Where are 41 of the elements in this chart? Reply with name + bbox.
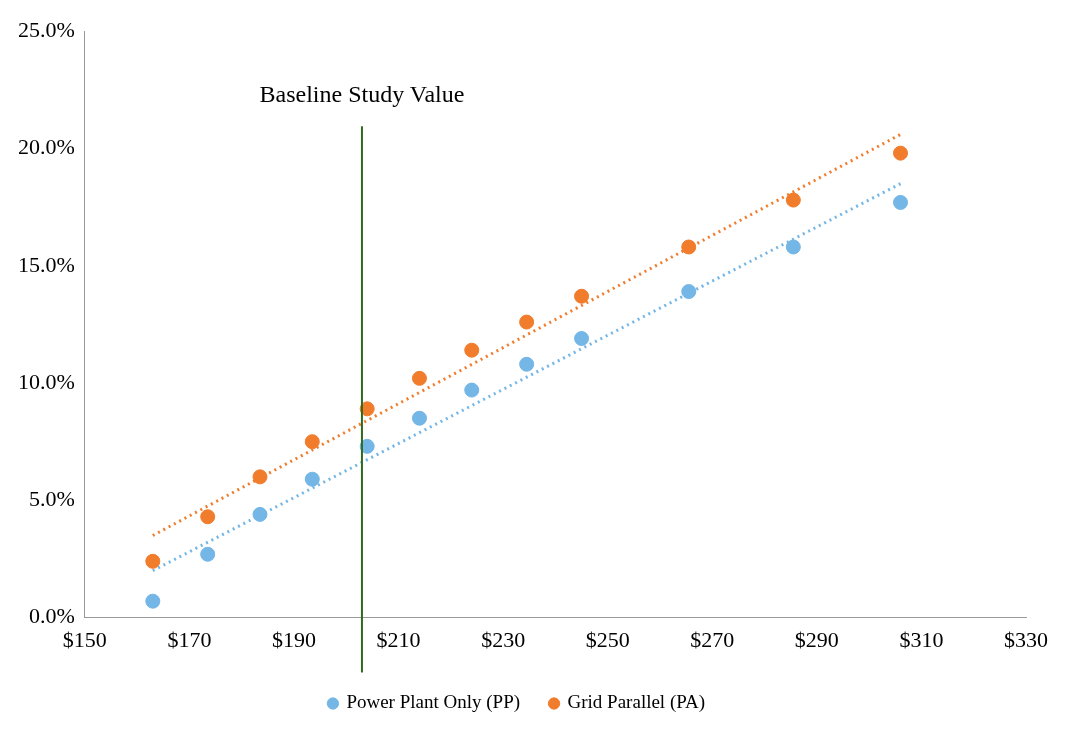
y-tick-label: 25.0% bbox=[18, 16, 75, 42]
point bbox=[411, 370, 427, 386]
point bbox=[464, 382, 480, 398]
point bbox=[252, 469, 268, 485]
x-tick-label: $230 bbox=[481, 626, 526, 652]
point bbox=[145, 593, 161, 609]
point bbox=[681, 239, 697, 255]
point bbox=[411, 410, 427, 426]
legend-label: Grid Parallel (PA) bbox=[567, 691, 706, 714]
point bbox=[252, 506, 268, 522]
x-tick-label: $210 bbox=[376, 626, 421, 652]
x-tick-label: $190 bbox=[271, 626, 316, 652]
y-tick-label: 10.0% bbox=[18, 368, 75, 394]
point bbox=[574, 288, 590, 304]
x-tick-label: $250 bbox=[585, 626, 630, 652]
point bbox=[519, 314, 535, 330]
point bbox=[785, 192, 801, 208]
x-tick-label: $150 bbox=[62, 626, 107, 652]
point bbox=[893, 145, 909, 161]
legend-label: Power Plant Only (PP) bbox=[346, 691, 521, 714]
x-tick-label: $270 bbox=[690, 626, 735, 652]
point bbox=[145, 553, 161, 569]
point bbox=[681, 284, 697, 300]
point bbox=[785, 239, 801, 255]
point bbox=[200, 546, 216, 562]
point bbox=[304, 434, 320, 450]
point bbox=[519, 356, 535, 372]
point bbox=[893, 194, 909, 210]
y-tick-label: 5.0% bbox=[29, 486, 75, 512]
x-tick-label: $290 bbox=[794, 626, 839, 652]
y-tick-label: 0.0% bbox=[29, 603, 75, 629]
ref-line-label: Baseline Study Value bbox=[259, 81, 465, 108]
y-tick-label: 15.0% bbox=[18, 251, 75, 277]
x-tick-label: $310 bbox=[899, 626, 944, 652]
point bbox=[304, 471, 320, 487]
point bbox=[200, 509, 216, 525]
x-tick-label: $330 bbox=[1004, 626, 1048, 652]
point bbox=[574, 330, 590, 346]
x-tick-label: $170 bbox=[167, 626, 212, 652]
y-tick-label: 20.0% bbox=[18, 134, 75, 160]
point bbox=[464, 342, 480, 358]
